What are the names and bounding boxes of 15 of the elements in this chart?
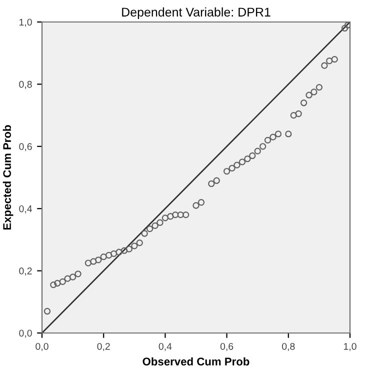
x-tick-label: 0,4 xyxy=(158,342,172,352)
x-tick-label: 0,0 xyxy=(36,342,48,352)
x-tick-label: 1,0 xyxy=(344,342,356,352)
x-tick-label: 0,8 xyxy=(282,342,295,352)
y-tick-label: 0,8 xyxy=(19,80,32,89)
y-tick-label: 0,0 xyxy=(19,330,32,338)
y-axis-title: Expected Cum Prob xyxy=(2,125,14,230)
y-tick-label: 0,4 xyxy=(19,205,32,214)
x-tick-label: 0,6 xyxy=(220,342,234,352)
x-tick-label: 0,2 xyxy=(97,342,110,352)
chart-title: Dependent Variable: DPR1 xyxy=(122,7,270,20)
y-tick-label: 0,6 xyxy=(19,143,32,152)
x-axis-title: Observed Cum Prob xyxy=(142,357,250,366)
y-tick-label: 1,0 xyxy=(20,18,32,27)
y-tick-label: 0,2 xyxy=(19,268,32,276)
